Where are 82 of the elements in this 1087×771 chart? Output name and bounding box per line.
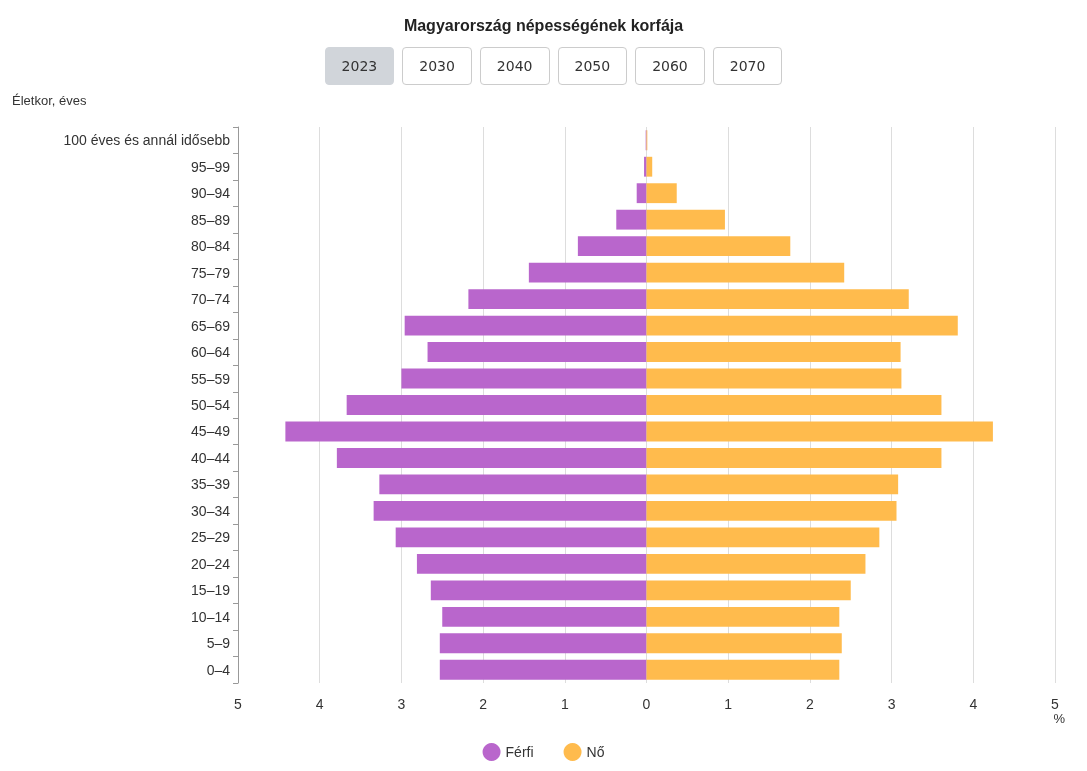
bar bbox=[373, 500, 647, 521]
y-tick-label: 70–74 bbox=[191, 291, 231, 308]
bar bbox=[285, 421, 647, 442]
bar bbox=[646, 183, 677, 204]
x-tick-label: 5 bbox=[1051, 696, 1060, 712]
x-tick-label: 3 bbox=[887, 696, 896, 712]
bar bbox=[646, 209, 725, 230]
bar bbox=[442, 606, 647, 627]
chart-title: Magyarország népességének korfája bbox=[403, 16, 684, 34]
bar bbox=[577, 236, 647, 257]
bar bbox=[646, 500, 897, 521]
y-tick-label: 20–24 bbox=[191, 555, 231, 572]
y-tick-label: 5–9 bbox=[206, 635, 231, 652]
bar bbox=[379, 474, 647, 495]
bar bbox=[468, 289, 647, 310]
y-tick-label: 95–99 bbox=[191, 158, 231, 175]
x-tick-label: 2 bbox=[806, 696, 814, 712]
bar bbox=[646, 580, 851, 601]
y-tick-label: 30–34 bbox=[191, 502, 231, 519]
bar bbox=[401, 368, 647, 389]
bar bbox=[644, 156, 647, 177]
bar bbox=[416, 553, 647, 574]
x-tick-label: 2 bbox=[479, 696, 488, 712]
y-tick-label: 25–29 bbox=[191, 529, 231, 546]
bar bbox=[646, 474, 899, 495]
y-tick-label: 10–14 bbox=[191, 608, 231, 625]
x-tick-label: 0 bbox=[642, 696, 651, 712]
bar bbox=[646, 342, 901, 362]
bar bbox=[528, 262, 647, 283]
bar bbox=[616, 209, 647, 230]
bar bbox=[439, 633, 647, 654]
bar bbox=[439, 659, 647, 680]
bar bbox=[646, 236, 791, 257]
y-tick-label: 75–79 bbox=[191, 264, 231, 281]
y-tick-label: 0–4 bbox=[206, 661, 231, 678]
x-tick-label: 4 bbox=[315, 696, 324, 712]
year-button[interactable]: 2030 bbox=[402, 47, 472, 85]
year-button[interactable]: 2040 bbox=[479, 47, 550, 85]
bar bbox=[427, 342, 647, 362]
bar bbox=[646, 368, 902, 389]
y-tick-label: 15–19 bbox=[191, 582, 231, 599]
bar bbox=[430, 580, 647, 601]
bar bbox=[646, 659, 840, 680]
x-tick-label: 1 bbox=[560, 696, 569, 712]
bar bbox=[646, 262, 845, 283]
bar bbox=[395, 527, 647, 548]
bar bbox=[646, 289, 909, 310]
y-tick-label: 80–84 bbox=[191, 238, 231, 255]
x-tick-label: 5 bbox=[234, 696, 243, 712]
x-tick-label: 1 bbox=[724, 696, 733, 712]
bar bbox=[646, 553, 866, 574]
y-tick-label: 50–54 bbox=[191, 397, 231, 413]
year-button[interactable]: 2050 bbox=[557, 47, 628, 85]
year-button[interactable]: 2023 bbox=[324, 47, 395, 85]
x-tick-label: 3 bbox=[397, 696, 406, 712]
x-axis-title: % bbox=[1053, 711, 1066, 726]
year-button[interactable]: 2070 bbox=[712, 47, 783, 85]
year-button[interactable]: 2060 bbox=[635, 47, 705, 85]
y-tick-label: 100 éves és annál idősebb bbox=[63, 132, 231, 149]
bar bbox=[646, 315, 958, 336]
y-tick-label: 65–69 bbox=[191, 317, 231, 334]
bar bbox=[646, 527, 880, 548]
bar bbox=[646, 633, 842, 654]
y-tick-label: 45–49 bbox=[191, 423, 231, 440]
bar bbox=[646, 606, 840, 627]
legend-label: Nő bbox=[586, 744, 605, 760]
y-tick-label: 40–44 bbox=[191, 449, 231, 466]
bar bbox=[346, 395, 647, 415]
bar bbox=[646, 421, 993, 442]
bar bbox=[646, 448, 942, 468]
bar bbox=[336, 448, 647, 468]
bar bbox=[404, 315, 647, 336]
x-tick-label: 4 bbox=[969, 696, 978, 712]
y-tick-label: 85–89 bbox=[191, 211, 231, 228]
legend-label: Férfi bbox=[505, 744, 534, 760]
y-tick-label: 35–39 bbox=[191, 476, 231, 493]
y-tick-label: 90–94 bbox=[191, 185, 231, 202]
y-tick-label: 55–59 bbox=[191, 370, 231, 387]
y-axis-title: Életkor, éves bbox=[12, 93, 87, 108]
bar bbox=[646, 395, 942, 415]
y-tick-label: 60–64 bbox=[191, 344, 231, 361]
bar bbox=[636, 183, 647, 204]
